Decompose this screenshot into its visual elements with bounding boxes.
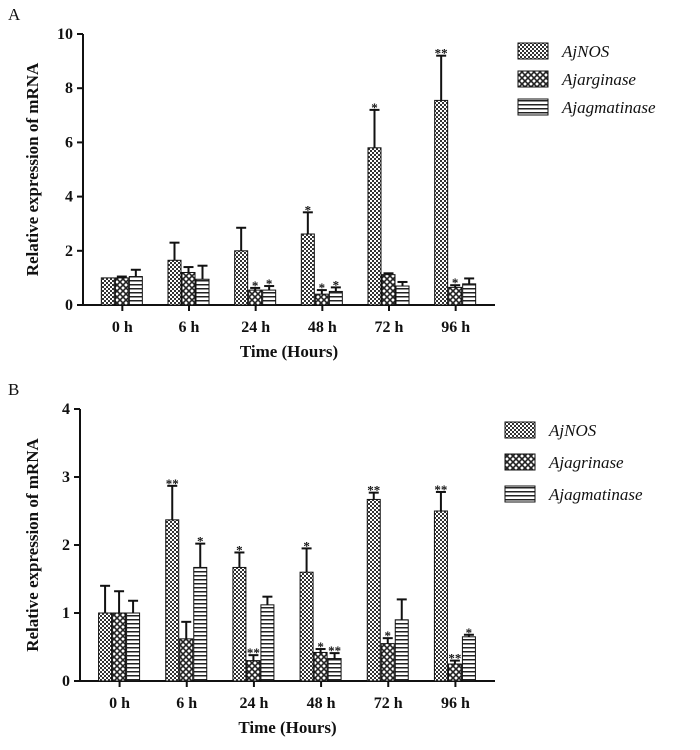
bar	[462, 283, 477, 306]
legend-label: AjNOS	[548, 421, 597, 440]
bar	[447, 663, 462, 682]
chart-panel-a: A 0 2 4 6 8 10 Relative expression of mRNA 0 h 6 …	[8, 5, 656, 361]
y-axis-title: Relative expression of mRNA	[23, 62, 42, 276]
y-tick-label: 1	[62, 605, 70, 622]
x-tick-label: 96 h	[441, 695, 470, 712]
x-tick-label: 48 h	[307, 695, 336, 712]
bar	[328, 290, 343, 306]
y-tick-label: 0	[62, 673, 70, 690]
significance-mark: *	[371, 100, 378, 115]
significance-mark: *	[317, 639, 324, 654]
bar	[366, 498, 381, 682]
x-axis-title: Time (Hours)	[240, 342, 338, 361]
legend-label: Ajagrinase	[548, 453, 624, 472]
significance-mark: **	[367, 483, 380, 498]
x-tick-label: 6 h	[179, 319, 200, 336]
bar	[433, 510, 448, 682]
significance-mark: *	[236, 542, 243, 557]
panel-label: B	[8, 380, 19, 399]
bar	[193, 566, 208, 682]
bar	[98, 612, 113, 682]
significance-mark: *	[266, 276, 273, 291]
bar	[394, 619, 409, 682]
bar	[381, 274, 396, 306]
x-tick-label: 72 h	[374, 695, 403, 712]
panel-label: A	[8, 5, 21, 24]
x-tick-label: 72 h	[375, 319, 404, 336]
significance-mark: *	[319, 280, 326, 295]
bar	[300, 233, 315, 306]
bar	[313, 651, 328, 682]
significance-mark: *	[385, 628, 392, 643]
bar	[112, 612, 127, 682]
significance-mark: **	[166, 476, 179, 491]
bar	[114, 277, 129, 306]
bar	[246, 660, 261, 682]
x-tick-label: 0 h	[109, 695, 130, 712]
y-tick-label: 3	[62, 469, 70, 486]
y-tick-label: 2	[62, 537, 70, 554]
bar	[179, 638, 194, 682]
bar	[128, 276, 143, 306]
y-tick-label: 4	[62, 401, 70, 418]
significance-mark: **	[434, 482, 447, 497]
significance-mark: *	[305, 202, 312, 217]
legend-label: Ajagmatinase	[548, 485, 643, 504]
chart-b-svg: B 0 1 2 3 4 Relative expression of mRNA 0 h 6 h *…	[8, 380, 643, 737]
bar	[262, 289, 277, 306]
bar	[299, 571, 314, 682]
y-tick-label: 2	[65, 243, 73, 260]
bar	[181, 271, 196, 306]
x-tick-label: 96 h	[441, 319, 470, 336]
chart-panel-b: B 0 1 2 3 4 Relative expression of mRNA 0 h 6 h *…	[0, 375, 700, 750]
bar	[260, 604, 275, 682]
y-tick-label: 8	[65, 80, 73, 97]
bar	[461, 636, 476, 682]
bar	[232, 566, 247, 682]
y-axis-title: Relative expression of mRNA	[23, 437, 42, 651]
significance-mark: **	[448, 651, 461, 666]
significance-mark: **	[435, 46, 448, 61]
bar	[380, 643, 395, 682]
x-tick-label: 24 h	[239, 695, 268, 712]
bar	[327, 658, 342, 682]
bar	[434, 99, 449, 306]
bar	[395, 285, 410, 306]
bar	[167, 259, 182, 306]
x-axis-title: Time (Hours)	[238, 718, 336, 737]
bar	[165, 519, 180, 682]
legend-swatch	[517, 70, 549, 88]
legend-swatch	[504, 453, 536, 471]
bar	[234, 250, 249, 306]
legend-swatch	[517, 42, 549, 60]
legend-label: AjNOS	[561, 42, 610, 61]
x-tick-label: 24 h	[241, 319, 270, 336]
y-tick-label: 0	[65, 297, 73, 314]
legend-swatch	[517, 98, 549, 116]
bar	[314, 293, 329, 306]
significance-mark: *	[252, 278, 259, 293]
significance-mark: *	[197, 534, 204, 549]
significance-mark: **	[328, 643, 341, 658]
x-tick-label: 6 h	[176, 695, 197, 712]
bar	[126, 612, 141, 682]
y-tick-label: 6	[65, 134, 73, 151]
significance-mark: *	[303, 538, 310, 553]
chart-a-svg: A 0 2 4 6 8 10 Relative expression of mRNA 0 h 6 …	[8, 5, 656, 361]
legend-swatch	[504, 485, 536, 503]
legend-swatch	[504, 421, 536, 439]
bar	[367, 147, 382, 306]
legend-label: Ajagmatinase	[561, 98, 656, 117]
x-tick-label: 0 h	[112, 319, 133, 336]
legend-label: Ajarginase	[561, 70, 636, 89]
bar	[100, 277, 115, 306]
bar	[195, 278, 210, 306]
x-tick-label: 48 h	[308, 319, 337, 336]
significance-mark: *	[333, 277, 340, 292]
y-tick-label: 4	[65, 189, 73, 206]
significance-mark: *	[452, 275, 459, 290]
significance-mark: **	[247, 645, 260, 660]
y-tick-label: 10	[57, 26, 73, 43]
significance-mark: *	[466, 625, 473, 640]
